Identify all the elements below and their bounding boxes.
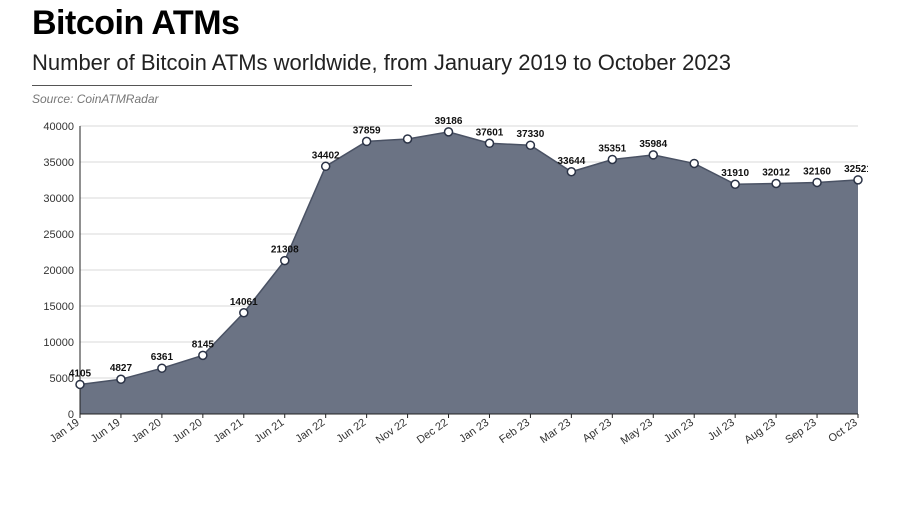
x-tick-label: Sep 23 — [783, 416, 818, 446]
divider — [32, 85, 412, 86]
x-tick-label: Mar 23 — [538, 416, 573, 445]
data-marker — [649, 150, 657, 158]
y-tick-label: 10000 — [43, 337, 74, 349]
data-marker — [608, 155, 616, 163]
data-label: 8145 — [192, 339, 215, 350]
x-tick-label: Jan 22 — [293, 416, 327, 445]
x-tick-label: Jul 23 — [706, 416, 737, 443]
data-marker — [117, 375, 125, 383]
y-tick-label: 35000 — [43, 157, 74, 169]
x-tick-label: May 23 — [619, 416, 655, 447]
data-label: 31910 — [721, 168, 749, 179]
data-label: 37601 — [476, 127, 504, 138]
y-tick-label: 30000 — [43, 193, 74, 205]
data-label: 37859 — [353, 125, 381, 136]
data-label: 37330 — [517, 129, 545, 140]
data-marker — [813, 178, 821, 186]
chart-area: 0500010000150002000025000300003500040000… — [32, 110, 868, 470]
y-tick-label: 40000 — [43, 121, 74, 133]
data-label: 6361 — [151, 352, 174, 363]
data-label: 4827 — [110, 363, 133, 374]
x-tick-label: Jan 21 — [212, 416, 246, 445]
x-tick-label: Apr 23 — [581, 416, 614, 444]
x-tick-label: Aug 23 — [742, 416, 777, 446]
data-label: 32160 — [803, 166, 831, 177]
data-label: 34402 — [312, 150, 340, 161]
y-tick-label: 25000 — [43, 229, 74, 241]
data-label: 32521 — [844, 163, 868, 174]
chart-subtitle: Number of Bitcoin ATMs worldwide, from J… — [32, 49, 868, 77]
x-tick-label: Feb 23 — [497, 416, 532, 445]
data-marker — [404, 134, 412, 142]
data-marker — [731, 180, 739, 188]
data-marker — [445, 127, 453, 135]
data-marker — [526, 141, 534, 149]
x-tick-label: Jun 21 — [253, 416, 287, 445]
x-tick-label: Jan 19 — [48, 416, 82, 445]
data-marker — [567, 167, 575, 175]
x-tick-label: Nov 22 — [374, 416, 409, 446]
data-label: 4105 — [69, 368, 92, 379]
data-marker — [199, 351, 207, 359]
data-marker — [690, 159, 698, 167]
data-label: 21308 — [271, 244, 299, 255]
data-label: 33644 — [557, 155, 585, 166]
data-marker — [240, 308, 248, 316]
data-label: 39186 — [435, 115, 463, 126]
data-marker — [485, 139, 493, 147]
chart-title: Bitcoin ATMs — [32, 4, 868, 43]
data-marker — [322, 162, 330, 170]
data-marker — [854, 175, 862, 183]
x-tick-label: Jun 23 — [662, 416, 696, 445]
chart-source: Source: CoinATMRadar — [32, 92, 868, 106]
data-label: 14061 — [230, 296, 258, 307]
chart-svg: 0500010000150002000025000300003500040000… — [32, 110, 868, 470]
data-label: 35351 — [598, 143, 626, 154]
x-tick-label: Jun 19 — [89, 416, 123, 445]
data-marker — [772, 179, 780, 187]
x-tick-label: Dec 22 — [415, 416, 450, 446]
y-tick-label: 15000 — [43, 301, 74, 313]
data-marker — [363, 137, 371, 145]
x-tick-label: Jan 20 — [130, 416, 164, 445]
data-label: 32012 — [762, 167, 790, 178]
x-tick-label: Jun 20 — [171, 416, 205, 445]
data-marker — [158, 364, 166, 372]
x-tick-label: Oct 23 — [826, 416, 859, 444]
x-tick-label: Jan 23 — [457, 416, 491, 445]
data-label: 35984 — [639, 138, 667, 149]
y-tick-label: 20000 — [43, 265, 74, 277]
data-marker — [76, 380, 84, 388]
data-marker — [281, 256, 289, 264]
x-tick-label: Jun 22 — [334, 416, 368, 445]
